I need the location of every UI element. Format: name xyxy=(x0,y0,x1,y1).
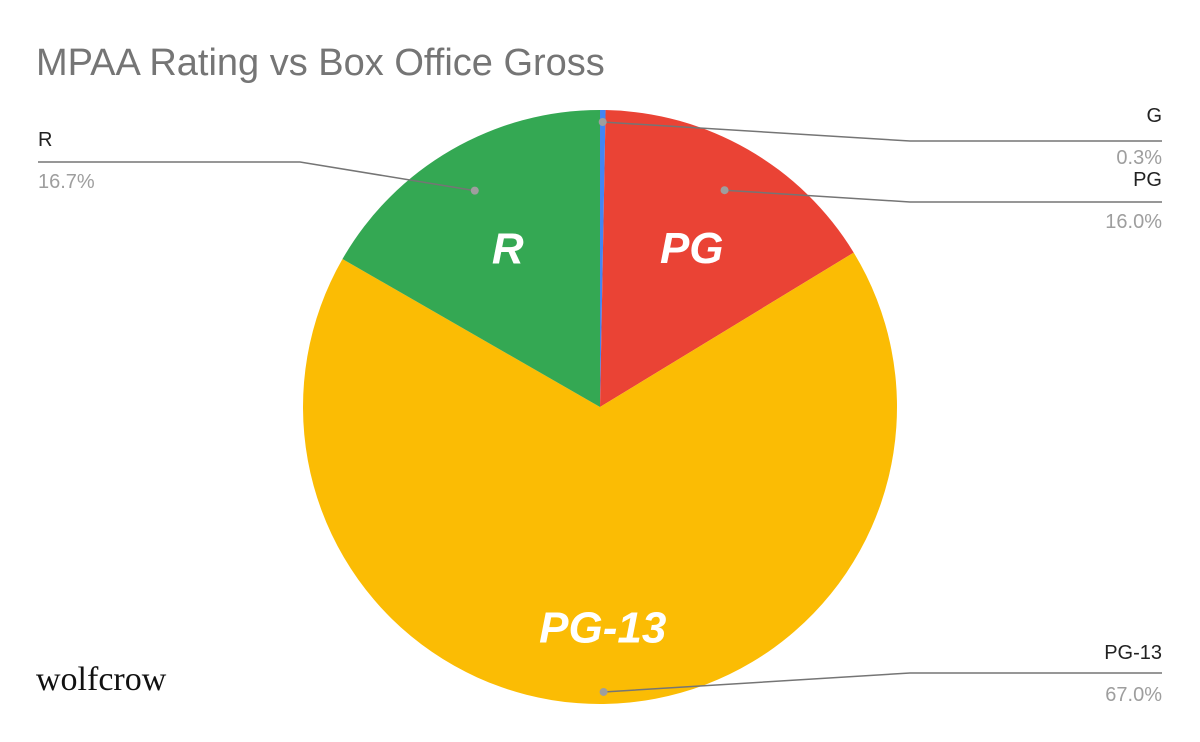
callout-name-g: G xyxy=(1146,105,1162,127)
pie-slice-r xyxy=(342,110,600,407)
watermark-logo: wolfcrow xyxy=(36,661,167,698)
leader-dot-pg-13 xyxy=(599,687,608,696)
leader-line-pg xyxy=(724,189,1162,203)
callout-name-pg: PG xyxy=(1133,169,1162,191)
callout-name-r: R xyxy=(38,129,52,151)
callout-percent-r: 16.7% xyxy=(38,171,95,193)
callout-percent-pg-13: 67.0% xyxy=(1105,684,1162,706)
chart-title: MPAA Rating vs Box Office Gross xyxy=(36,42,605,84)
callout-name-pg-13: PG-13 xyxy=(1104,642,1162,664)
pie-slice-pg-13 xyxy=(303,252,898,705)
leader-line-g xyxy=(602,121,1162,142)
leader-dot-r xyxy=(470,186,479,195)
slice-inner-label-pg: PG xyxy=(660,224,724,273)
leader-line-r xyxy=(38,161,475,192)
callout-percent-pg: 16.0% xyxy=(1105,211,1162,233)
leader-dot-pg xyxy=(720,186,729,195)
slice-inner-label-r: R xyxy=(492,224,524,273)
leader-line-pg-13 xyxy=(603,672,1162,693)
callout-percent-g: 0.3% xyxy=(1116,147,1162,169)
leader-dot-g xyxy=(598,118,607,127)
pie-slice-pg xyxy=(600,110,854,407)
slice-inner-label-pg-13: PG-13 xyxy=(539,604,666,653)
slice-inner-labels: PG PG-13 R xyxy=(492,224,724,652)
pie-slice-g xyxy=(600,110,606,407)
pie-slices xyxy=(303,110,898,705)
